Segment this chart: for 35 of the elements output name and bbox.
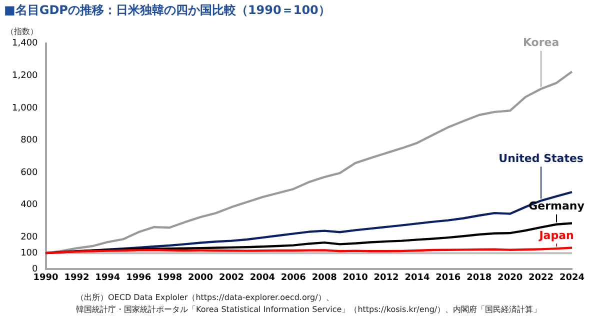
y-tick-label: 1,400 [12,38,38,49]
y-tick-label: 100 [20,248,38,258]
x-tick-label: 2020 [498,272,523,283]
x-tick-label: 1998 [157,272,182,283]
x-tick-label: 2014 [404,272,430,283]
y-tick-label: 800 [20,136,38,146]
text: Korea [522,36,560,50]
x-tick-label: 2006 [280,272,306,283]
series-label: Japan [538,228,574,242]
y-tick-label: 1,200 [12,71,38,81]
y-tick-label: 200 [20,232,38,242]
x-tick-label: 1992 [64,272,90,283]
y-axis-title: （指数） [6,26,38,37]
x-tick-label: 2024 [559,272,585,283]
x-tick-label: 2000 [188,272,214,283]
y-tick-label: 400 [20,200,38,210]
x-tick-label: 2004 [250,272,275,283]
x-tick-label: 2022 [528,272,554,283]
x-tick-label: 2008 [312,272,337,283]
series-label: Germany [528,200,584,213]
text: 韓国統計庁・国家統計ポータル「Korea Statistical Information Service」（https://kosis.kr/eng/）、内閣府「国民経済計算」 [76,305,542,314]
y-tick-label: 1,000 [12,103,38,114]
text: （出所）OECD Data Exploler（https://data-explorer.oecd.org/）、 [76,293,334,302]
x-tick-label: 1990 [33,272,58,283]
x-tick-label: 2010 [342,272,368,283]
text: United States [498,152,584,166]
x-tick-label: 2016 [436,272,461,283]
y-tick-label: 600 [20,168,38,178]
x-tick-label: 2002 [218,272,244,283]
x-tick-label: 1994 [95,272,120,283]
x-tick-label: 1996 [126,272,152,283]
x-tick-label: 2018 [466,272,492,283]
x-tick-label: 2012 [374,272,399,283]
y-tick-label: 0 [32,264,38,275]
chart-title: ■名目GDPの推移：日米独韓の四か国比較（1990＝100） [4,2,330,19]
